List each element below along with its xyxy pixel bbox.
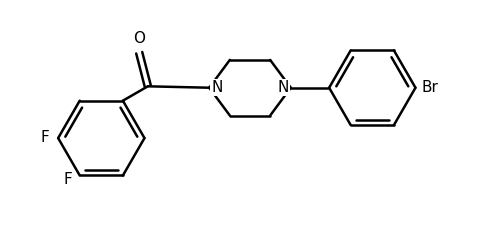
Text: Br: Br <box>421 80 438 95</box>
Text: F: F <box>41 130 50 145</box>
Text: N: N <box>278 80 289 95</box>
Text: N: N <box>211 80 222 95</box>
Text: O: O <box>133 31 145 45</box>
Text: F: F <box>64 172 72 187</box>
